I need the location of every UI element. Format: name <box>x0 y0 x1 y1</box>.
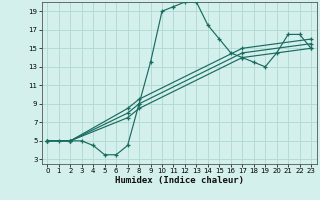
X-axis label: Humidex (Indice chaleur): Humidex (Indice chaleur) <box>115 176 244 185</box>
